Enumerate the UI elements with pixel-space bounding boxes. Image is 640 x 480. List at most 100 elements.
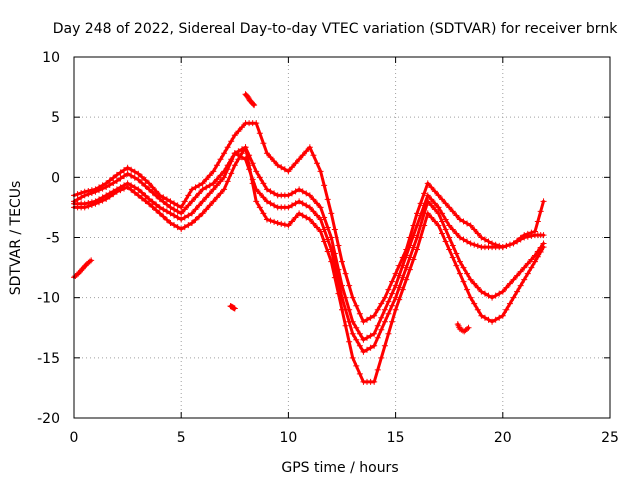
data-point-marker xyxy=(231,305,238,312)
data-point-marker xyxy=(481,290,488,297)
data-point-marker xyxy=(449,242,456,249)
data-point-marker xyxy=(199,210,206,217)
data-point-marker xyxy=(153,207,160,214)
data-point-marker xyxy=(385,310,392,317)
data-point-marker xyxy=(313,212,320,219)
data-point-marker xyxy=(403,276,410,283)
data-point-marker xyxy=(467,276,474,283)
data-point-marker xyxy=(296,186,303,193)
data-point-marker xyxy=(210,186,217,193)
data-point-marker xyxy=(156,210,163,217)
data-point-marker xyxy=(367,332,374,339)
data-point-marker xyxy=(256,204,263,211)
data-point-marker xyxy=(335,290,342,297)
data-point-marker xyxy=(113,171,120,178)
y-tick-label: -20 xyxy=(37,411,60,427)
data-point-marker xyxy=(471,226,478,233)
data-point-marker xyxy=(503,242,510,249)
data-point-marker xyxy=(460,218,467,225)
data-point-marker xyxy=(131,189,138,196)
data-point-marker xyxy=(435,192,442,199)
data-point-marker xyxy=(356,310,363,317)
data-point-marker xyxy=(339,258,345,265)
data-point-marker xyxy=(464,238,471,245)
data-point-marker xyxy=(464,325,471,332)
data-point-marker xyxy=(163,216,170,223)
data-point-marker xyxy=(178,210,185,217)
data-point-marker xyxy=(210,168,217,175)
data-point-marker xyxy=(160,213,167,220)
x-tick-label: 5 xyxy=(177,430,186,446)
data-point-marker xyxy=(528,264,535,271)
data-point-marker xyxy=(142,183,149,190)
data-point-marker xyxy=(288,202,295,209)
data-point-marker xyxy=(321,226,328,233)
data-point-marker xyxy=(321,182,328,189)
data-point-marker xyxy=(117,169,124,176)
x-tick-label: 0 xyxy=(70,430,79,446)
data-point-marker xyxy=(92,188,99,195)
data-point-marker xyxy=(113,188,120,195)
data-point-marker xyxy=(492,292,499,299)
data-point-marker xyxy=(135,170,142,177)
data-point-marker xyxy=(267,200,274,207)
data-point-marker xyxy=(510,276,517,283)
data-point-marker xyxy=(299,200,306,207)
data-point-marker xyxy=(171,200,178,207)
data-point-marker xyxy=(138,189,145,196)
data-point-marker xyxy=(81,204,88,211)
data-point-marker xyxy=(113,177,120,184)
data-point-marker xyxy=(135,192,142,199)
data-point-marker xyxy=(503,284,510,291)
data-point-marker xyxy=(435,222,442,229)
data-point-marker xyxy=(271,218,278,225)
data-point-marker xyxy=(446,204,453,211)
data-point-marker xyxy=(206,182,213,189)
data-point-marker xyxy=(540,232,547,239)
data-point-marker xyxy=(381,306,388,313)
data-point-marker xyxy=(471,300,478,307)
data-point-marker xyxy=(299,212,306,219)
data-point-marker xyxy=(335,242,342,249)
data-point-marker xyxy=(131,174,138,181)
data-point-marker xyxy=(213,194,220,201)
data-point-marker xyxy=(267,217,274,224)
data-point-marker xyxy=(210,180,217,187)
y-tick-label: -10 xyxy=(37,291,60,307)
data-point-marker xyxy=(524,233,531,240)
data-point-marker xyxy=(467,222,474,229)
data-point-marker xyxy=(146,186,153,193)
data-point-marker xyxy=(121,167,128,174)
data-point-marker xyxy=(389,290,396,297)
data-point-marker xyxy=(88,257,95,264)
data-point-marker xyxy=(360,348,367,355)
data-point-marker xyxy=(499,288,506,295)
data-point-marker xyxy=(188,210,195,217)
data-point-marker xyxy=(492,316,499,323)
data-point-marker xyxy=(310,196,317,203)
data-point-marker xyxy=(465,324,472,331)
data-point-marker xyxy=(131,168,138,175)
data-point-marker xyxy=(285,222,292,229)
data-point-marker xyxy=(396,272,403,279)
data-point-marker xyxy=(271,202,278,209)
data-point-marker xyxy=(306,192,313,199)
data-point-marker xyxy=(163,201,170,208)
data-point-marker xyxy=(514,288,521,295)
data-point-marker xyxy=(410,256,417,263)
data-point-marker xyxy=(534,253,541,260)
data-point-marker xyxy=(478,312,485,319)
data-point-marker xyxy=(231,132,238,139)
data-point-marker xyxy=(474,284,481,291)
data-point-marker xyxy=(117,175,124,182)
data-point-marker xyxy=(324,224,331,231)
data-point-marker xyxy=(292,214,299,221)
series-trace-6 xyxy=(227,303,238,312)
data-point-marker xyxy=(371,330,378,337)
data-point-marker xyxy=(188,198,195,205)
data-point-marker xyxy=(142,192,149,199)
data-point-marker xyxy=(256,174,263,181)
data-point-marker xyxy=(496,314,503,321)
data-point-marker xyxy=(317,216,324,223)
